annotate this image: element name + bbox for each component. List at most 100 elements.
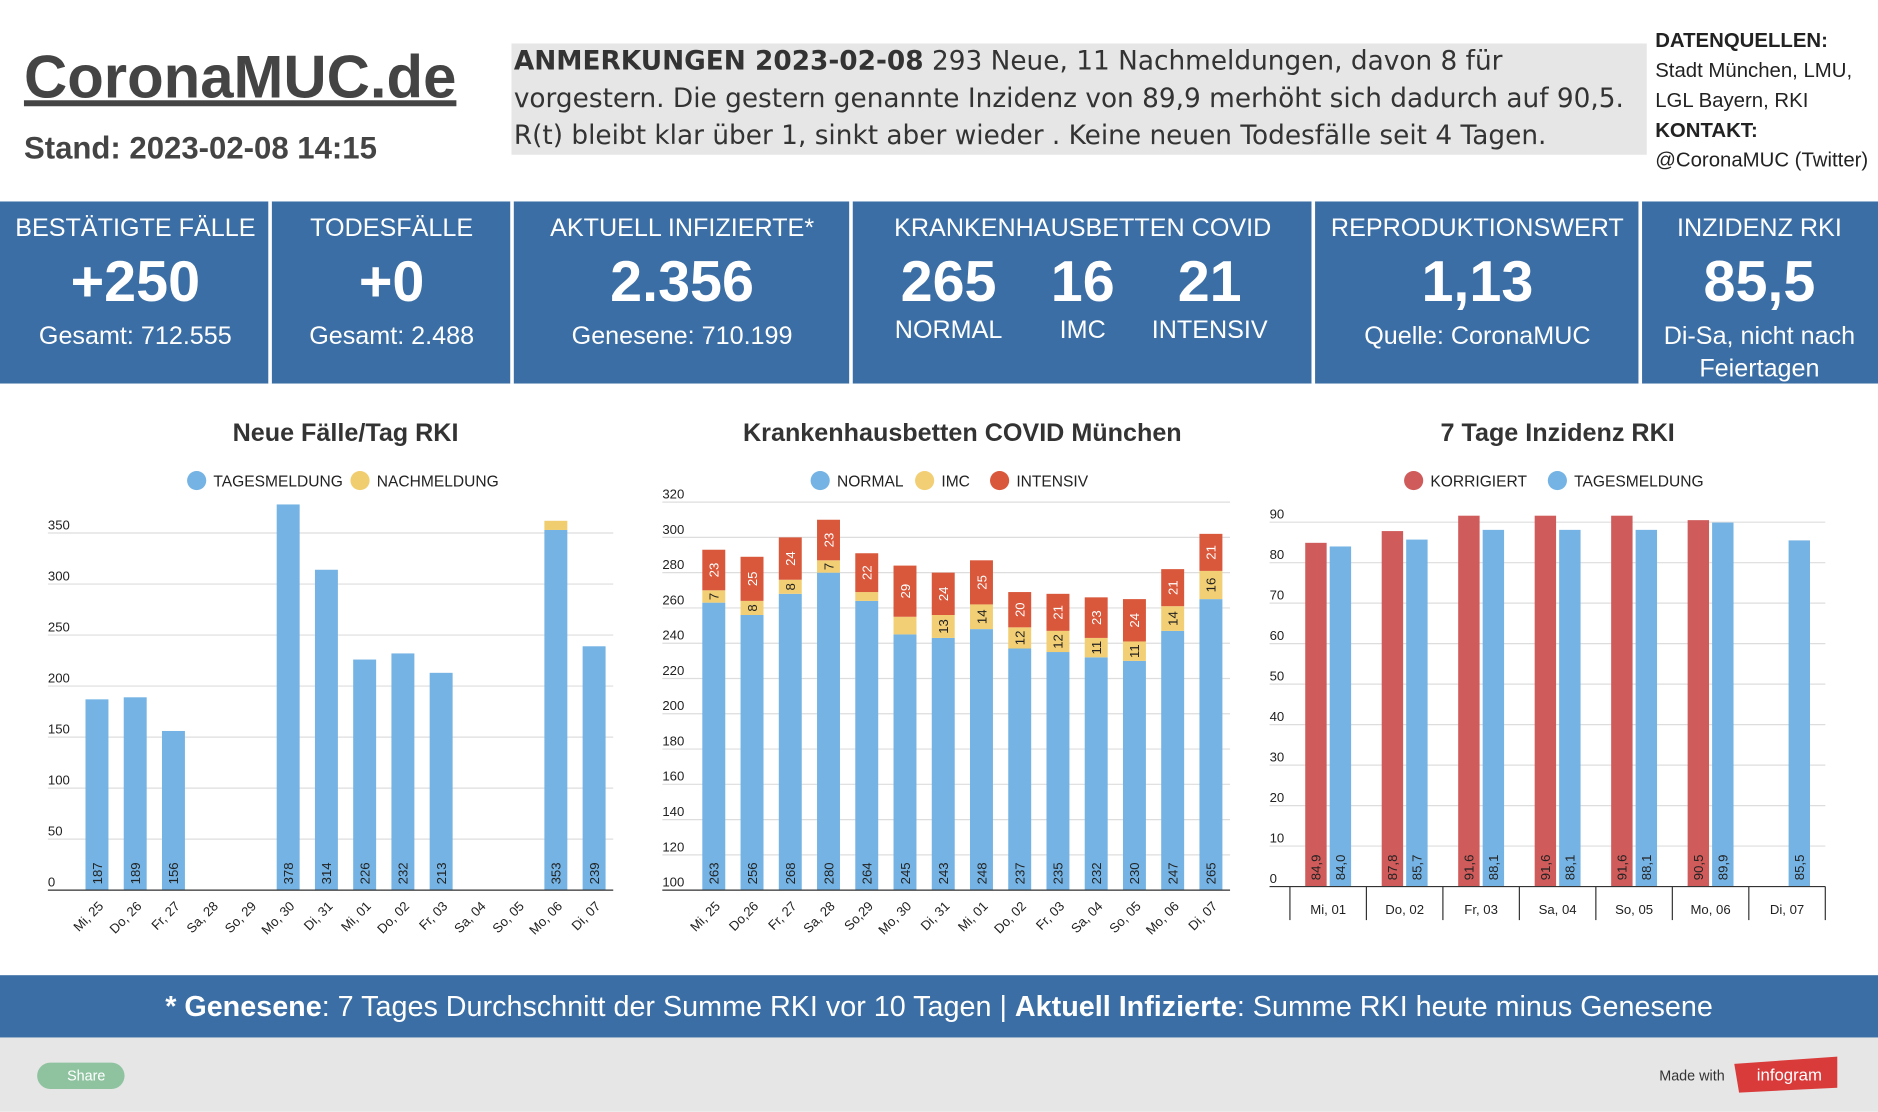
bar-segment — [702, 602, 726, 891]
y-tick-label: 250 — [48, 619, 70, 634]
value-label: 90,5 — [1691, 855, 1706, 881]
bar-segment — [740, 600, 764, 615]
bar-segment — [855, 592, 879, 601]
brand-badge[interactable] — [1734, 1056, 1838, 1093]
value-label: 235 — [1051, 862, 1066, 884]
x-tick-label: Mo, 06 — [1690, 902, 1730, 917]
bar-segment — [817, 560, 840, 573]
value-label: 263 — [707, 862, 722, 884]
chart-title: Krankenhausbetten COVID München — [743, 419, 1182, 447]
value-label: 16 — [1204, 578, 1219, 593]
value-label: 23 — [707, 563, 722, 578]
bar-segment — [893, 616, 917, 635]
bar-segment — [1008, 627, 1032, 649]
legend-label: TAGESMELDUNG — [213, 474, 342, 491]
value-label: 88,1 — [1639, 855, 1654, 881]
kpi-sub: Genesene: 710.199 — [572, 322, 793, 350]
value-label: 84,0 — [1333, 855, 1348, 881]
legend-swatch — [1547, 470, 1567, 491]
value-label: 245 — [898, 862, 913, 884]
footer-part: : Summe RKI heute minus Genesene — [1237, 991, 1713, 1023]
legend-label: KORRIGIERT — [1430, 474, 1527, 491]
source-line: Stadt München, LMU, — [1655, 60, 1852, 82]
bar-segment — [855, 600, 879, 891]
bar-segment — [855, 553, 879, 593]
bar-segment — [1122, 599, 1146, 642]
bar — [1712, 522, 1734, 887]
y-tick-label: 260 — [662, 592, 684, 607]
y-tick-label: 80 — [1270, 547, 1285, 562]
value-label: 85,5 — [1792, 855, 1807, 881]
share-button[interactable] — [37, 1062, 125, 1089]
bar-segment — [123, 697, 147, 891]
value-label: 89,9 — [1716, 855, 1731, 881]
kpi-title: BESTÄTIGTE FÄLLE — [15, 214, 255, 242]
value-label: 21 — [1051, 605, 1066, 620]
bar-segment — [817, 519, 840, 561]
notes-box: ANMERKUNGEN 2023-02-08 293 Neue, 11 Nach… — [511, 43, 1647, 155]
y-tick-label: 160 — [662, 769, 684, 784]
kpi-sub: Di-Sa, nicht nach — [1664, 322, 1855, 350]
y-tick-label: 180 — [662, 733, 684, 748]
x-tick-label: Sa, 04 — [1539, 902, 1577, 917]
y-tick-label: 10 — [1270, 830, 1285, 845]
bar-segment — [1084, 597, 1108, 638]
sources: DATENQUELLEN: Stadt München, LMU, LGL Ba… — [1655, 30, 1868, 172]
contact[interactable]: @CoronaMUC (Twitter) — [1655, 150, 1868, 172]
value-label: 12 — [1013, 631, 1028, 646]
bar-segment — [276, 504, 300, 891]
bar-segment — [1122, 641, 1146, 661]
value-label: 14 — [974, 609, 989, 624]
value-label: 91,6 — [1615, 855, 1630, 881]
bar — [1406, 539, 1428, 887]
bar — [1611, 515, 1633, 887]
y-tick-label: 240 — [662, 628, 684, 643]
bar — [1458, 515, 1480, 887]
bar-segment — [702, 549, 726, 591]
kpi-value: 265 — [901, 250, 997, 314]
value-label: 87,8 — [1385, 855, 1400, 881]
legend-label: NACHMELDUNG — [377, 474, 499, 491]
value-label: 189 — [128, 862, 143, 884]
footer-part: Aktuell Infizierte — [1015, 991, 1237, 1023]
bar-segment — [1084, 637, 1108, 658]
value-label: 13 — [936, 619, 951, 634]
share-label[interactable]: Share — [67, 1069, 105, 1085]
value-label: 88,1 — [1486, 855, 1501, 881]
brand[interactable]: infogram — [1757, 1066, 1822, 1085]
bar-segment — [1161, 606, 1185, 631]
legend-swatch — [187, 470, 207, 491]
value-label: 237 — [1013, 862, 1028, 884]
y-tick-label: 300 — [662, 522, 684, 537]
y-tick-label: 0 — [1270, 871, 1277, 886]
bar-segment — [353, 659, 377, 891]
value-label: 213 — [434, 862, 449, 884]
bar — [1635, 529, 1658, 887]
value-label: 264 — [860, 862, 875, 884]
sources-heading: DATENQUELLEN: — [1655, 30, 1828, 52]
value-label: 23 — [821, 533, 836, 548]
site-title[interactable]: CoronaMUC.de — [24, 43, 456, 110]
chart: 7 Tage Inzidenz RKI KORRIGIERT TAGESMELDUN… — [1270, 419, 1826, 921]
y-tick-label: 30 — [1270, 750, 1285, 765]
contact-heading: KONTAKT: — [1655, 120, 1758, 142]
value-label: 7 — [821, 563, 836, 570]
kpi-divider — [849, 201, 853, 384]
kpi-title: REPRODUKTIONSWERT — [1331, 214, 1624, 242]
bar-segment — [931, 614, 955, 638]
bar-segment — [893, 634, 917, 891]
x-tick-label: Do, 02 — [1385, 902, 1424, 917]
bar — [1788, 540, 1811, 887]
legend-swatch — [990, 470, 1010, 491]
value-label: 239 — [587, 862, 602, 884]
bar — [1305, 542, 1327, 887]
bottom-bar — [0, 1037, 1878, 1112]
legend-label: NORMAL — [837, 474, 904, 491]
value-label: 265 — [1204, 862, 1219, 884]
bar-segment — [544, 520, 568, 530]
y-tick-label: 220 — [662, 663, 684, 678]
bar — [1559, 529, 1581, 887]
value-label: 232 — [396, 862, 411, 884]
value-label: 84,9 — [1309, 855, 1324, 881]
